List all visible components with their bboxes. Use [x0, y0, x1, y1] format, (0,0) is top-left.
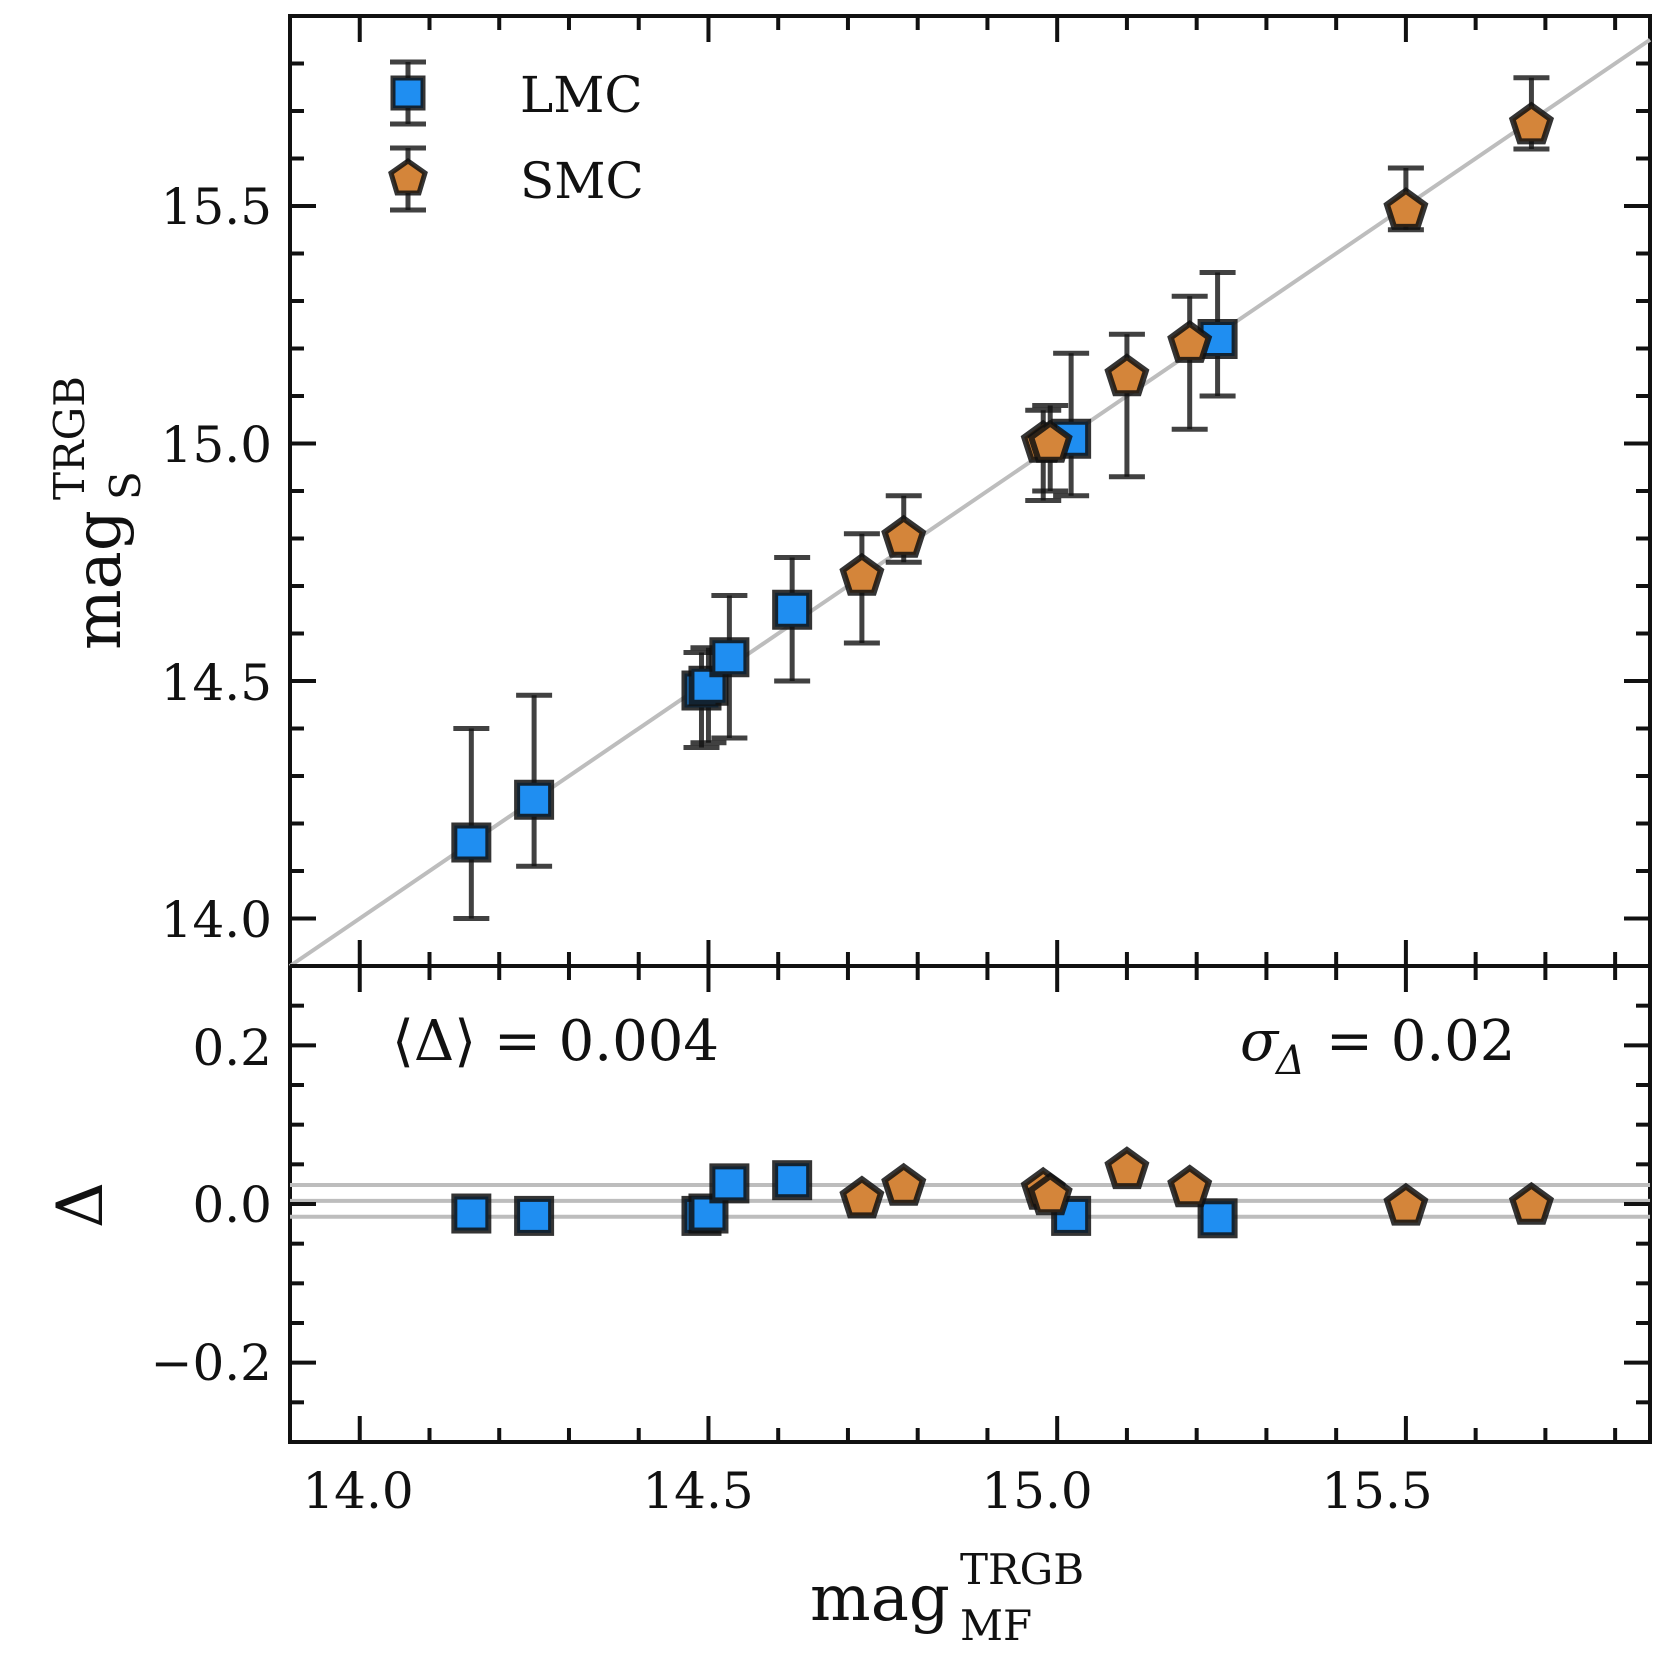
- top-panel-frame: [288, 14, 1652, 968]
- lmc-residual-7: [1197, 1198, 1238, 1239]
- lmc-residual-5: [772, 1160, 813, 1201]
- svg-text:S: S: [101, 471, 150, 500]
- svg-text:TRGB: TRGB: [960, 1545, 1084, 1594]
- smc-point-4: [1104, 353, 1150, 397]
- smc-residual-1: [881, 1162, 927, 1206]
- lmc-point-4: [709, 637, 750, 678]
- mean-delta-annotation: ⟨Δ⟩ = 0.004: [392, 1009, 719, 1074]
- y-axis-label-top: mag TRGB S: [45, 376, 150, 650]
- smc-residual-4: [1104, 1146, 1150, 1190]
- top-ytick-label-3: 15.5: [161, 178, 272, 236]
- lmc-point-3: [688, 665, 729, 706]
- top-ytick-label-0: 14.0: [161, 891, 272, 949]
- x-axis-label: mag TRGB MF: [810, 1545, 1084, 1650]
- bottom-ytick-label-1: 0.0: [192, 1176, 272, 1234]
- lmc-point-5: [772, 589, 813, 630]
- axis-ticks: [290, 14, 1650, 1442]
- lmc-point-1: [514, 779, 555, 820]
- svg-text:TRGB: TRGB: [45, 376, 94, 500]
- top-markers: [451, 101, 1555, 863]
- xtick-label-0: 14.0: [302, 1462, 413, 1520]
- sigma-delta-annotation: σ Δ = 0.02: [1240, 1009, 1515, 1084]
- smc-point-5: [1167, 319, 1213, 363]
- lmc-residual-1: [514, 1195, 555, 1236]
- xtick-label-2: 15.0: [981, 1462, 1092, 1520]
- smc-point-7: [1508, 101, 1555, 145]
- legend-smc-marker: [388, 157, 428, 196]
- smc-point-3: [1027, 419, 1073, 463]
- lmc-point-0: [451, 822, 492, 863]
- svg-text:mag: mag: [810, 1562, 950, 1636]
- smc-point-1: [881, 514, 927, 558]
- xtick-label-1: 14.5: [642, 1462, 753, 1520]
- bottom-panel-lines: [290, 1182, 1650, 1219]
- legend: LMC SMC: [388, 59, 644, 213]
- svg-text:= 0.02: = 0.02: [1326, 1009, 1515, 1074]
- identity-line: [288, 38, 1652, 968]
- legend-lmc-label: LMC: [520, 66, 643, 124]
- svg-text:MF: MF: [960, 1601, 1032, 1650]
- bottom-markers: [451, 1146, 1555, 1239]
- top-panel-lines: [288, 38, 1652, 968]
- smc-point-0: [839, 552, 885, 596]
- xtick-label-3: 15.5: [1321, 1462, 1432, 1520]
- lmc-residual-3: [688, 1193, 729, 1234]
- smc-residual-7: [1508, 1181, 1555, 1225]
- svg-text:mag: mag: [62, 510, 136, 650]
- smc-residual-6: [1383, 1182, 1429, 1226]
- bottom-ytick-label-2: −0.2: [151, 1334, 272, 1392]
- svg-text:σ: σ: [1240, 1009, 1280, 1074]
- legend-smc-label: SMC: [520, 152, 644, 210]
- smc-residual-5: [1167, 1164, 1213, 1208]
- top-ytick-label-2: 15.0: [161, 416, 272, 474]
- y-axis-label-bottom: Δ: [44, 1182, 118, 1228]
- lmc-residual-0: [451, 1193, 492, 1234]
- bottom-ytick-label-0: 0.2: [192, 1019, 272, 1077]
- smc-residual-0: [839, 1175, 885, 1219]
- legend-lmc-marker: [390, 75, 426, 111]
- smc-point-6: [1383, 187, 1429, 230]
- lmc-residual-4: [709, 1163, 750, 1204]
- top-ytick-label-1: 14.5: [161, 654, 272, 712]
- smc-residual-3: [1027, 1172, 1073, 1216]
- svg-text:Δ: Δ: [1274, 1038, 1305, 1084]
